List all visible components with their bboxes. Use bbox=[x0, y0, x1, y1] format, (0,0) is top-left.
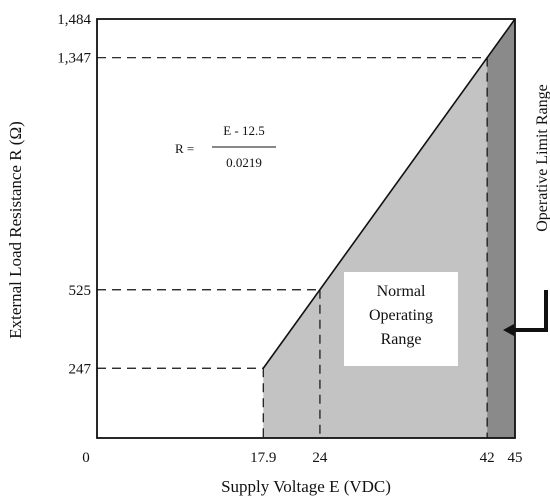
limit-range-arrow-icon bbox=[503, 290, 548, 336]
plot-frame bbox=[96, 18, 516, 439]
y-tick-label-1: 525 bbox=[69, 283, 92, 299]
normal-operating-region bbox=[263, 57, 488, 439]
load-line bbox=[262, 18, 516, 369]
guide-lines bbox=[97, 57, 488, 438]
operative-limit-region bbox=[487, 19, 515, 438]
normal-range-label-line-1: Normal bbox=[377, 283, 426, 300]
operative-limit-range-label: Operative Limit Range bbox=[534, 84, 550, 232]
y-tick-label-2: 1,347 bbox=[57, 51, 91, 67]
formula: R = E - 12.5 0.0219 bbox=[175, 123, 276, 170]
x-tick-label-3: 42 bbox=[480, 450, 495, 466]
x-tick-label-2: 24 bbox=[312, 450, 328, 466]
x-tick-label-0: 0 bbox=[82, 450, 90, 466]
y-tick-label-3: 1,484 bbox=[57, 12, 91, 28]
y-tick-label-0: 247 bbox=[69, 361, 92, 377]
x-tick-label-1: 17.9 bbox=[250, 450, 276, 466]
regions-layer bbox=[263, 19, 515, 439]
x-tick-labels: 0 17.9 24 42 45 bbox=[82, 450, 522, 466]
normal-range-label-box bbox=[344, 272, 458, 366]
x-axis-title: Supply Voltage E (VDC) bbox=[221, 477, 391, 496]
formula-numerator: E - 12.5 bbox=[223, 123, 265, 138]
normal-range-label-line-2: Operating bbox=[369, 307, 433, 324]
formula-lhs: R = bbox=[175, 141, 194, 156]
y-tick-labels: 247 525 1,347 1,484 bbox=[57, 12, 91, 377]
normal-range-label-line-3: Range bbox=[381, 331, 422, 348]
formula-denominator: 0.0219 bbox=[226, 155, 262, 170]
y-axis-title: External Load Resistance R (Ω) bbox=[6, 121, 25, 339]
x-tick-label-4: 45 bbox=[508, 450, 523, 466]
